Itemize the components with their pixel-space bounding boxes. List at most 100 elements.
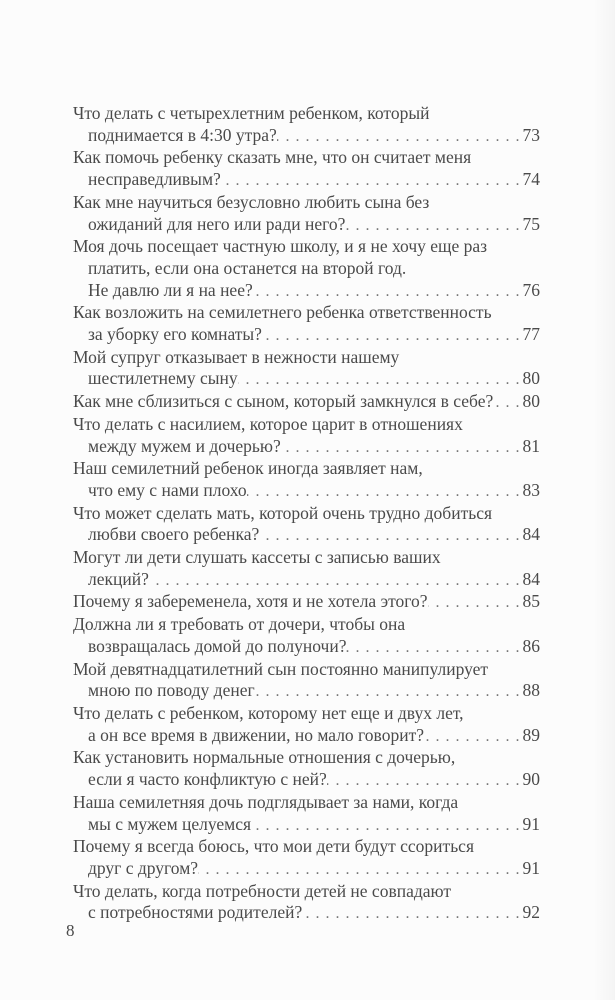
page-number-ref: 85 (522, 591, 541, 612)
toc-entry: Что делать с четырехлетним ребенком, кот… (73, 103, 540, 147)
toc-entry-line: Могут ли дети слушать кассеты с записью … (73, 547, 441, 568)
page-number-ref: 88 (522, 680, 541, 701)
dot-leader: . . . . . . . . . . . . . . . . . . . . … (277, 127, 521, 145)
toc-entry-text: шестилетнему сыну (88, 368, 238, 389)
dot-leader: . . . . . . . . . . . . . . . . . . . . … (424, 727, 521, 745)
dot-leader: . . . . . . . . . . . . . . . . . . . . … (345, 216, 521, 234)
dot-leader: . . . . . . . . . . . . . . . . . . . . … (253, 282, 521, 300)
toc-entry: Почему я забеременела, хотя и не хотела … (73, 591, 540, 614)
dot-leader: . . . . . . . . . . . . . . . . . . . . … (221, 172, 521, 190)
toc-entry-line: с потребностями родителей?. . . . . . . … (73, 902, 540, 925)
toc-entry: Как мне научиться безусловно любить сына… (73, 192, 540, 236)
table-of-contents: Что делать с четырехлетним ребенком, кот… (73, 103, 540, 925)
page-number-ref: 74 (522, 169, 541, 190)
toc-entry-line: платить, если она останется на второй го… (88, 257, 407, 278)
toc-entry-text: лекций? (88, 568, 149, 589)
toc-entry-line: поднимается в 4:30 утра?. . . . . . . . … (73, 125, 540, 148)
toc-entry-line: Как помочь ребенку сказать мне, что он с… (73, 147, 472, 168)
page-number-ref: 84 (522, 568, 541, 589)
dot-leader: . . . . . . . . . . . . . . . . . . . . … (262, 327, 521, 345)
dot-leader: . . . . . . . . . . . . . . . . . . . . … (198, 860, 521, 878)
toc-entry: Что делать с ребенком, которому нет еще … (73, 703, 540, 747)
toc-entry-line: мы с мужем целуемся. . . . . . . . . . .… (73, 814, 540, 837)
toc-entry-text: между мужем и дочерью? (88, 435, 281, 456)
toc-entry-text: если я часто конфликтую с ней? (88, 769, 327, 790)
toc-entry-line: Почему я забеременела, хотя и не хотела … (73, 591, 540, 614)
page-number-ref: 91 (522, 857, 541, 878)
toc-entry-text: мы с мужем целуемся (88, 813, 252, 834)
toc-entry: Что делать с насилием, которое царит в о… (73, 414, 540, 458)
toc-entry-line: Как мне научиться безусловно любить сына… (73, 191, 430, 212)
toc-entry-line: возвращалась домой до полуночи?. . . . .… (73, 636, 540, 659)
toc-entry: Как возложить на семилетнего ребенка отв… (73, 302, 540, 346)
toc-entry-text: возвращалась домой до полуночи? (88, 635, 347, 656)
toc-entry-text: Не давлю ли я на нее? (88, 279, 253, 300)
dot-leader: . . . . . . . . . . . . . . . . . . . . … (346, 638, 521, 656)
toc-entry: Что может сделать мать, которой очень тр… (73, 503, 540, 547)
toc-entry: Наш семилетний ребенок иногда заявляет н… (73, 458, 540, 502)
toc-entry-text: поднимается в 4:30 утра? (88, 124, 277, 145)
toc-entry-line: друг с другом?. . . . . . . . . . . . . … (73, 858, 540, 881)
toc-entry-line: что ему с нами плохо. . . . . . . . . . … (73, 480, 540, 503)
page-number-ref: 83 (522, 479, 541, 500)
dot-leader: . . . . . . . . . . . . . . . . . . . . … (251, 816, 521, 834)
toc-entry-line: Должна ли я требовать от дочери, чтобы о… (73, 614, 406, 635)
toc-entry-text: друг с другом? (88, 857, 199, 878)
toc-entry-line: Как возложить на семилетнего ребенка отв… (73, 302, 492, 323)
page-number-ref: 86 (522, 635, 541, 656)
toc-entry-text: с потребностями родителей? (88, 902, 303, 923)
page-number-ref: 77 (522, 324, 541, 345)
dot-leader: . . . . . . . . . . . . . . . . . . . . … (238, 371, 521, 389)
toc-entry-text: Как мне сблизиться с сыном, который замк… (73, 391, 494, 412)
toc-entry-line: Почему я всегда боюсь, что мои дети буду… (73, 836, 474, 857)
toc-entry-text: ожиданий для него или ради него? (88, 213, 346, 234)
dot-leader: . . . . . . . . . . . . . . . . . . . . … (255, 683, 521, 701)
dot-leader: . . . . . . . . . . . . . . . . . . . . … (259, 527, 521, 545)
toc-entry-line: Наш семилетний ребенок иногда заявляет н… (73, 458, 423, 479)
dot-leader: . . . . . . . . . . . . . . . . . . . . … (493, 394, 521, 412)
page-number-ref: 73 (522, 124, 541, 145)
toc-entry: Моя дочь посещает частную школу, и я не … (73, 236, 540, 302)
toc-entry-line: ожиданий для него или ради него?. . . . … (73, 214, 540, 237)
toc-entry-line: Как мне сблизиться с сыном, который замк… (73, 391, 540, 414)
toc-entry-line: Мой супруг отказывает в нежности нашему (73, 346, 400, 367)
toc-entry: Почему я всегда боюсь, что мои дети буду… (73, 836, 540, 880)
toc-entry-text: что ему с нами плохо (88, 479, 247, 500)
folio-page-number: 8 (66, 921, 75, 940)
toc-entry: Как мне сблизиться с сыном, который замк… (73, 391, 540, 414)
toc-entry-line: шестилетнему сыну. . . . . . . . . . . .… (73, 368, 540, 391)
page-number-ref: 92 (522, 902, 541, 923)
toc-entry-line: Наша семилетняя дочь подглядывает за нам… (73, 791, 459, 812)
page-number-ref: 81 (522, 435, 541, 456)
dot-leader: . . . . . . . . . . . . . . . . . . . . … (327, 772, 521, 790)
toc-entry-text: мною по поводу денег (88, 680, 255, 701)
toc-entry-line: Не давлю ли я на нее?. . . . . . . . . .… (73, 280, 540, 303)
toc-entry-line: Что может сделать мать, которой очень тр… (73, 502, 493, 523)
dot-leader: . . . . . . . . . . . . . . . . . . . . … (428, 594, 521, 612)
toc-entry: Могут ли дети слушать кассеты с записью … (73, 547, 540, 591)
toc-entry: Мой девятнадцатилетний сын постоянно ман… (73, 659, 540, 703)
toc-entry-text: Почему я забеременела, хотя и не хотела … (73, 591, 428, 612)
dot-leader: . . . . . . . . . . . . . . . . . . . . … (149, 571, 521, 589)
toc-entry-line: Мой девятнадцатилетний сын постоянно ман… (73, 658, 489, 679)
toc-entry: Должна ли я требовать от дочери, чтобы о… (73, 614, 540, 658)
page-number-ref: 80 (522, 368, 541, 389)
toc-entry-line: любви своего ребенка?. . . . . . . . . .… (73, 524, 540, 547)
page-number-ref: 75 (522, 213, 541, 234)
toc-entry-line: Моя дочь посещает частную школу, и я не … (73, 236, 488, 257)
toc-entry-text: несправедливым? (88, 169, 221, 190)
toc-entry-line: Как установить нормальные отношения с до… (73, 747, 456, 768)
toc-entry-text: за уборку его комнаты? (88, 324, 262, 345)
toc-entry: Мой супруг отказывает в нежности нашему ш… (73, 347, 540, 391)
toc-entry-text: любви своего ребенка? (88, 524, 260, 545)
page-number-ref: 91 (522, 813, 541, 834)
toc-entry: Что делать, когда потребности детей не с… (73, 881, 540, 925)
toc-entry: Как установить нормальные отношения с до… (73, 747, 540, 791)
toc-entry-line: а он все время в движении, но мало говор… (73, 725, 540, 748)
toc-entry-line: Что делать с насилием, которое царит в о… (73, 413, 463, 434)
toc-entry-line: Что делать, когда потребности детей не с… (73, 880, 452, 901)
toc-entry: Наша семилетняя дочь подглядывает за нам… (73, 792, 540, 836)
page-number-ref: 80 (522, 391, 541, 412)
toc-entry-line: Что делать с ребенком, которому нет еще … (73, 702, 464, 723)
